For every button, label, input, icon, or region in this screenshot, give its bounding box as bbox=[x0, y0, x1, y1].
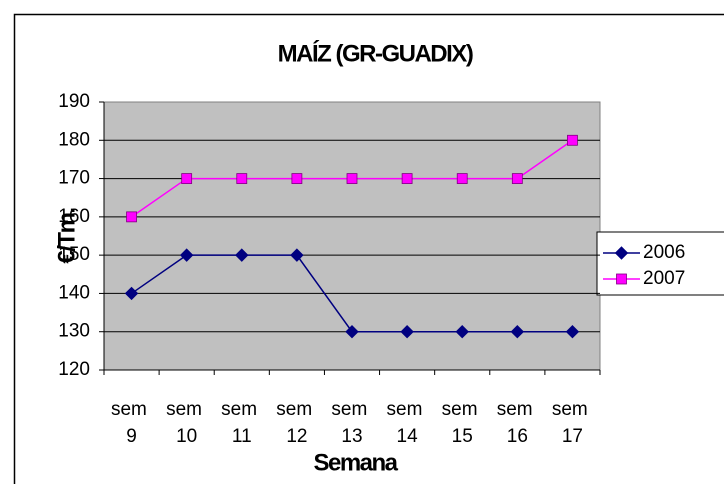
chart-title: MAÍZ (GR-GUADIX) bbox=[278, 39, 473, 67]
point bbox=[126, 211, 137, 223]
point bbox=[124, 286, 139, 301]
y-axis-label: €/Tm. bbox=[53, 208, 80, 264]
legend-marker bbox=[614, 246, 629, 260]
point bbox=[567, 134, 578, 146]
y-tick-label: 190 bbox=[58, 91, 90, 112]
legend-box bbox=[596, 231, 724, 296]
point bbox=[346, 173, 358, 184]
point bbox=[235, 248, 249, 262]
point bbox=[290, 248, 304, 262]
y-tick-label: 130 bbox=[58, 321, 90, 342]
y-tick-label: 150 bbox=[58, 244, 90, 265]
point bbox=[181, 173, 193, 184]
y-tick-label: 170 bbox=[58, 168, 90, 189]
point bbox=[401, 173, 413, 184]
legend-label: 2006 bbox=[643, 242, 685, 263]
point bbox=[179, 248, 194, 262]
x-tick-label: sem 10 bbox=[166, 399, 207, 447]
point bbox=[291, 173, 303, 184]
point bbox=[456, 173, 468, 184]
y-tick-label: 160 bbox=[58, 206, 90, 227]
legend-marker bbox=[616, 273, 627, 285]
x-tick-label: sem 14 bbox=[387, 399, 428, 447]
legend-label: 2007 bbox=[643, 268, 685, 289]
x-tick-label: sem 15 bbox=[442, 399, 483, 447]
y-tick-label: 180 bbox=[58, 129, 90, 150]
point bbox=[236, 173, 248, 184]
point bbox=[511, 173, 523, 184]
x-tick-label: sem 17 bbox=[552, 399, 593, 447]
point bbox=[400, 325, 414, 339]
x-tick-label: sem 11 bbox=[221, 399, 262, 447]
y-tick-label: 140 bbox=[58, 282, 90, 303]
x-tick-label: sem 9 bbox=[111, 399, 152, 447]
point bbox=[455, 325, 469, 339]
x-tick-label: sem 16 bbox=[497, 399, 538, 447]
y-tick-label: 120 bbox=[58, 359, 90, 380]
x-axis-label: Semana bbox=[313, 449, 398, 476]
x-tick-label: sem 13 bbox=[331, 399, 372, 447]
point bbox=[345, 325, 359, 339]
point bbox=[565, 325, 580, 339]
point bbox=[510, 325, 525, 339]
x-tick-label: sem 12 bbox=[276, 399, 317, 447]
